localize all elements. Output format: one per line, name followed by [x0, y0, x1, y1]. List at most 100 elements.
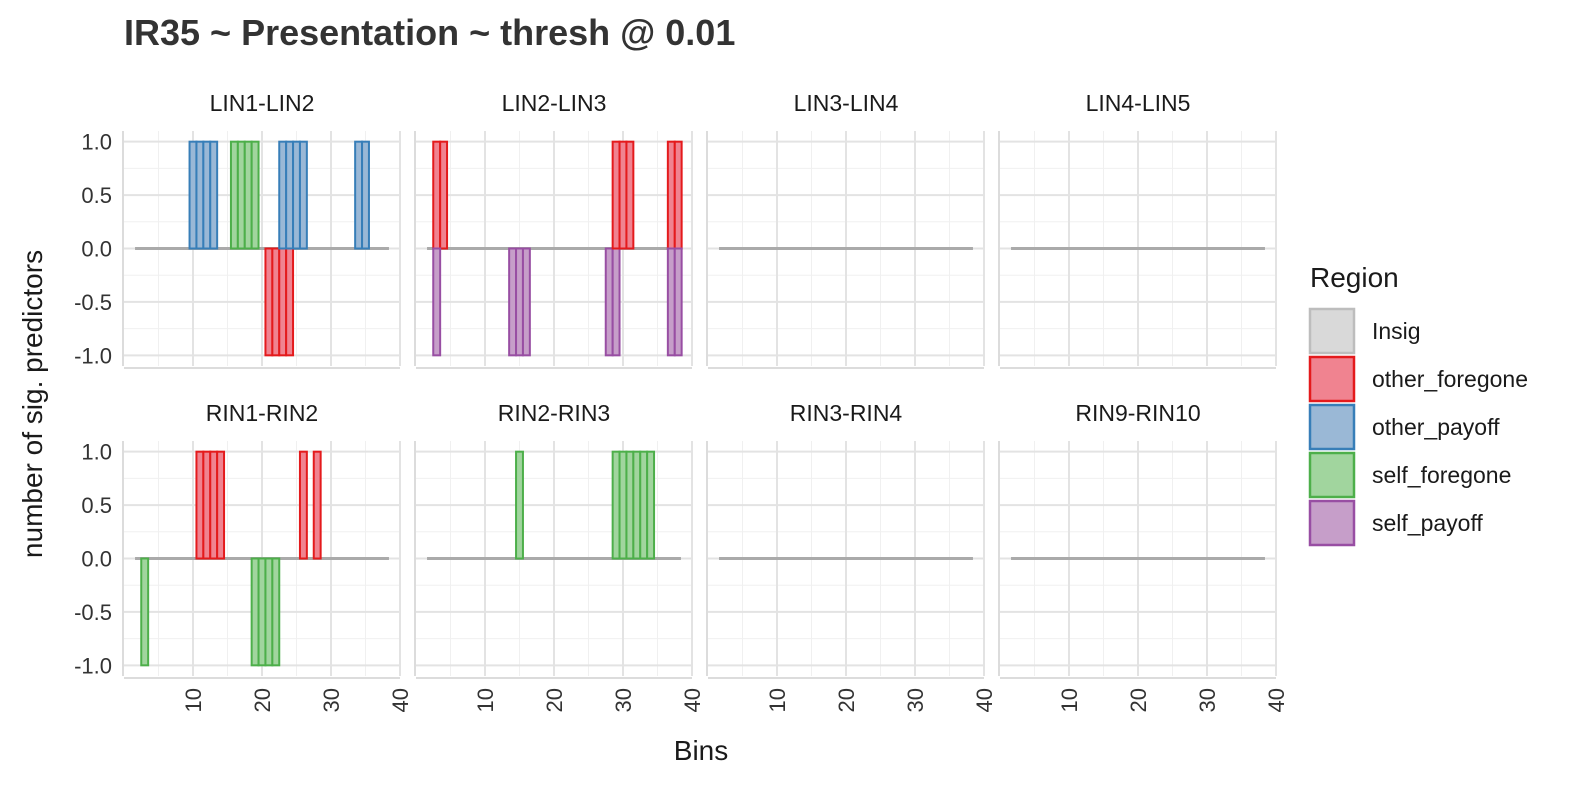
- facet-panel: LIN3-LIN4: [706, 90, 985, 369]
- facet-strip-label: RIN9-RIN10: [1075, 400, 1200, 426]
- facet-panel: LIN1-LIN2 1.0 0.5 0.0 -0.5 -1.0: [74, 90, 401, 369]
- bar-other_payoff: [298, 140, 308, 250]
- x-tick-label: 20: [250, 688, 275, 712]
- bar-self_foregone: [250, 557, 260, 667]
- facet-panel: RIN2-RIN3 10 20 30 40: [414, 400, 705, 712]
- x-tick-label: 40: [972, 688, 997, 712]
- bar-self_foregone: [271, 557, 281, 667]
- x-tick-label: 30: [319, 688, 344, 712]
- bar-other_foregone: [611, 140, 621, 250]
- bar-other_payoff: [354, 140, 364, 250]
- legend-swatch-other_payoff: [1308, 403, 1356, 451]
- facet-panels: LIN1-LIN2 1.0 0.5 0.0 -0.5 -1.0 LIN2-LIN3 LIN3-…: [74, 90, 1289, 712]
- bar-other_payoff: [209, 140, 219, 250]
- facet-strip-label: LIN1-LIN2: [210, 90, 315, 116]
- bar-other_foregone: [625, 140, 635, 250]
- bar-self_payoff: [611, 247, 621, 357]
- facet-panel: RIN3-RIN4 10 20 30 40: [706, 400, 997, 712]
- legend-label: self_payoff: [1372, 510, 1483, 536]
- x-tick-label: 30: [903, 688, 928, 712]
- y-tick-label: 0.0: [81, 237, 112, 262]
- facet-panel: LIN4-LIN5: [998, 90, 1277, 369]
- facet-strip-label: RIN2-RIN3: [498, 400, 610, 426]
- facet-strip-label: LIN4-LIN5: [1086, 90, 1191, 116]
- x-tick-label: 10: [473, 688, 498, 712]
- facet-strip-label: RIN1-RIN2: [206, 400, 318, 426]
- facet-strip-label: LIN3-LIN4: [794, 90, 899, 116]
- y-tick-label: -0.5: [74, 600, 112, 625]
- x-tick-label: 40: [680, 688, 705, 712]
- bar-other_foregone: [271, 247, 281, 357]
- bar-other_foregone: [666, 140, 676, 250]
- x-tick-label: 40: [388, 688, 413, 712]
- bar-other_foregone: [209, 450, 219, 560]
- legend-label: Insig: [1372, 318, 1421, 344]
- bar-self_payoff: [432, 247, 442, 357]
- bar-other_foregone: [618, 140, 628, 250]
- x-tick-label: 30: [1195, 688, 1220, 712]
- bar-self_foregone: [632, 450, 642, 560]
- bar-self_foregone: [639, 450, 649, 560]
- bar-self_foregone: [243, 140, 253, 250]
- y-tick-label: 1.0: [81, 440, 112, 465]
- bar-self_foregone: [250, 140, 260, 250]
- y-tick-label: 1.0: [81, 130, 112, 155]
- bar-self_foregone: [257, 557, 267, 667]
- bar-self_foregone: [236, 140, 246, 250]
- y-tick-label: 0.0: [81, 547, 112, 572]
- bar-self_foregone: [618, 450, 628, 560]
- legend-swatch-Insig: [1308, 307, 1356, 355]
- x-tick-label: 20: [542, 688, 567, 712]
- legend-label: self_foregone: [1372, 462, 1511, 488]
- bar-self_payoff: [666, 247, 676, 357]
- legend-swatch-self_payoff: [1308, 499, 1356, 547]
- bar-self_foregone: [646, 450, 656, 560]
- facet-panel: RIN1-RIN2 1.0 0.5 0.0 -0.5 -1.0 10 20 30 40: [74, 400, 413, 712]
- legend-title: Region: [1310, 262, 1399, 293]
- legend-swatch-other_foregone: [1308, 355, 1356, 403]
- y-tick-label: -1.0: [74, 653, 112, 678]
- bar-self_foregone: [515, 450, 524, 560]
- legend-swatch-self_foregone: [1308, 451, 1356, 499]
- x-axis-title: Bins: [674, 735, 728, 766]
- facet-strip-label: RIN3-RIN4: [790, 400, 903, 426]
- legend-label: other_payoff: [1372, 414, 1500, 440]
- y-tick-label: -1.0: [74, 343, 112, 368]
- bar-other_payoff: [278, 140, 288, 250]
- x-tick-label: 20: [834, 688, 859, 712]
- x-tick-label: 40: [1264, 688, 1289, 712]
- bar-self_foregone: [264, 557, 274, 667]
- bar-self_foregone: [229, 140, 239, 250]
- bar-other_payoff: [361, 140, 370, 250]
- facet-strip-label: LIN2-LIN3: [502, 90, 607, 116]
- bar-other_payoff: [292, 140, 301, 250]
- x-tick-label: 20: [1126, 688, 1151, 712]
- y-tick-label: -0.5: [74, 290, 112, 315]
- bar-other_foregone: [285, 247, 295, 357]
- bar-other_foregone: [278, 247, 288, 357]
- bar-other_payoff: [195, 140, 205, 250]
- bar-self_payoff: [521, 247, 531, 357]
- y-axis-title: number of sig. predictors: [17, 250, 48, 558]
- bar-other_foregone: [264, 247, 274, 357]
- bar-self_payoff: [604, 247, 614, 357]
- chart-title: IR35 ~ Presentation ~ thresh @ 0.01: [124, 12, 735, 53]
- bar-other_foregone: [312, 450, 322, 560]
- bar-other_foregone: [673, 140, 683, 250]
- y-tick-label: 0.5: [81, 493, 112, 518]
- x-tick-label: 30: [611, 688, 636, 712]
- legend: Region Insig other_foregone other_payoffse…: [1308, 262, 1528, 547]
- bar-other_payoff: [285, 140, 295, 250]
- bar-self_foregone: [140, 557, 150, 667]
- facet-panel: RIN9-RIN10 10 20 30 40: [998, 400, 1289, 712]
- bar-other_foregone: [202, 450, 212, 560]
- bar-self_foregone: [611, 450, 621, 560]
- bar-other_foregone: [432, 140, 442, 250]
- bar-other_foregone: [195, 450, 205, 560]
- bar-self_payoff: [515, 247, 524, 357]
- bar-other_foregone: [439, 140, 449, 250]
- facet-panel: LIN2-LIN3: [414, 90, 693, 369]
- bar-other_payoff: [188, 140, 198, 250]
- y-tick-label: 0.5: [81, 183, 112, 208]
